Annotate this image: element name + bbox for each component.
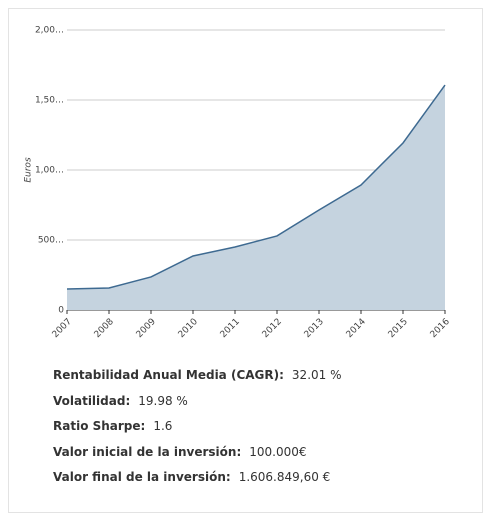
x-tick-label: 2010 — [177, 317, 200, 340]
x-tick-label: 2007 — [51, 317, 74, 340]
line — [66, 84, 446, 290]
stat-value: 1.606.849,60 € — [238, 470, 331, 484]
stat-row: Valor final de la inversión: 1.606.849,60… — [53, 468, 342, 494]
y-tick-label: 2,00… — [35, 26, 64, 36]
x-tick-label: 2009 — [135, 317, 158, 340]
x-tick-label: 2011 — [219, 317, 242, 340]
area — [67, 85, 445, 310]
y-tick-label: 1,00… — [35, 166, 64, 176]
stat-label: Ratio Sharpe: — [53, 419, 146, 433]
x-tick-label: 2016 — [429, 317, 452, 340]
x-tick-label: 2013 — [303, 317, 326, 340]
panel — [8, 8, 483, 513]
stat-label: Volatilidad: — [53, 393, 131, 408]
x-tick-label: 2008 — [93, 317, 116, 340]
stat-value: 32.01 % — [291, 368, 342, 382]
x-tick-label: 2014 — [345, 317, 368, 340]
stats: Rentabilidad Anual Media (CAGR): 32.01 % V… — [53, 366, 342, 494]
stat-value: 1.6 — [153, 419, 173, 433]
stat-row: Valor inicial de la inversión: 100.000€ — [53, 443, 342, 469]
x-tick-label: 2015 — [387, 317, 410, 340]
chart: Euros 0 500… 1,00… 1,50… 2,00… 2007 2008 2009 20… — [24, 26, 453, 341]
y-tick-label: 1,50… — [35, 96, 64, 106]
y-axis-label: Euros — [24, 157, 34, 183]
y-tick-label: 0 — [58, 306, 64, 316]
stat-value: 100.000€ — [249, 444, 307, 459]
stat-row: Ratio Sharpe: 1.6 — [53, 417, 342, 443]
stat-label: Valor inicial de la inversión: — [53, 444, 242, 459]
stat-row: Rentabilidad Anual Media (CAGR): 32.01 % — [53, 366, 342, 392]
stat-label: Rentabilidad Anual Media (CAGR): — [53, 368, 284, 382]
stat-row: Volatilidad: 19.98 % — [53, 392, 342, 418]
x-tick-label: 2012 — [261, 317, 284, 340]
stat-label: Valor final de la inversión: — [53, 470, 231, 484]
y-tick-label: 500… — [38, 236, 64, 246]
stat-value: 19.98 % — [138, 393, 188, 408]
